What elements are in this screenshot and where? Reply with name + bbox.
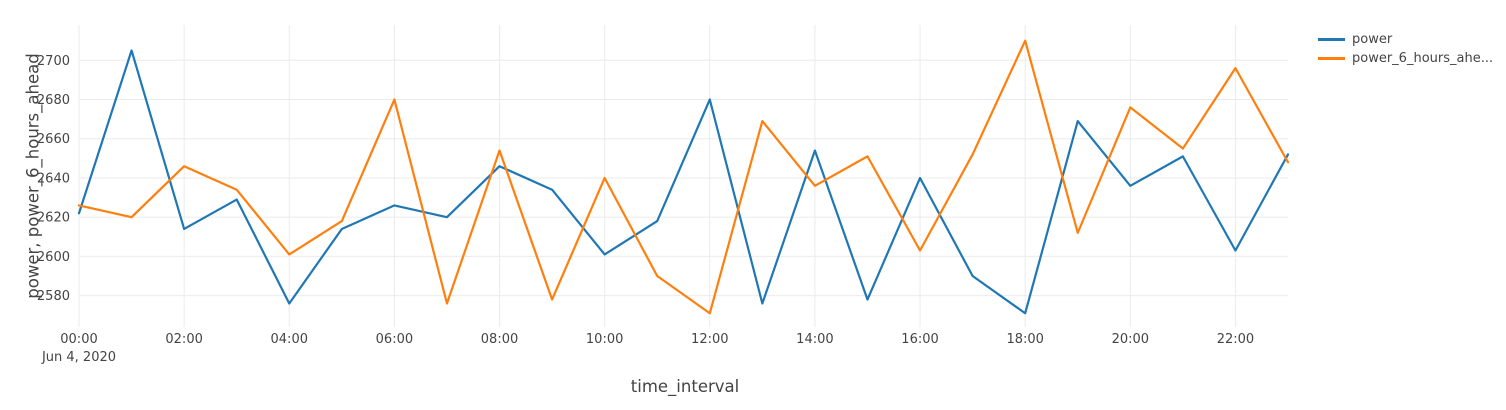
x-axis-title: time_interval [630,377,740,396]
x-tick-label: 14:00 [796,332,833,347]
x-tick-label: 12:00 [691,332,728,347]
x-tick-label: 20:00 [1112,332,1149,347]
x-tick-label: 00:00 [60,332,97,347]
legend-label-power: power [1352,32,1393,47]
x-tick-label: 10:00 [586,332,623,347]
x-tick-label: 04:00 [271,332,308,347]
y-tick-label: 2620 [37,211,70,226]
x-axis-date-label: Jun 4, 2020 [41,350,116,365]
y-axis-title: power, power_6_hours_ahead [23,53,43,299]
y-tick-label: 2660 [37,132,70,147]
x-tick-label: 08:00 [481,332,518,347]
legend-item-power[interactable]: power [1318,30,1493,49]
legend-line-swatch-power [1318,38,1345,41]
x-tick-label: 22:00 [1217,332,1254,347]
x-tick-label: 16:00 [901,332,938,347]
legend-line-swatch-power-6-hours-ahead [1318,57,1345,60]
y-tick-label: 2580 [37,289,70,304]
legend-label-power-6-hours-ahead: power_6_hours_ahe... [1352,51,1494,66]
legend: power power_6_hours_ahe... [1318,30,1493,68]
y-tick-label: 2640 [37,171,70,186]
y-tick-label: 2680 [37,93,70,108]
x-tick-label: 02:00 [165,332,202,347]
x-tick-label: 06:00 [376,332,413,347]
y-tick-label: 2600 [37,250,70,265]
y-tick-label: 2700 [37,54,70,69]
series-line-power[interactable] [77,49,1290,315]
x-tick-label: 18:00 [1006,332,1043,347]
legend-item-power-6-hours-ahead[interactable]: power_6_hours_ahe... [1318,49,1493,68]
series-line-power_6_hours_ahead[interactable] [77,39,1290,315]
